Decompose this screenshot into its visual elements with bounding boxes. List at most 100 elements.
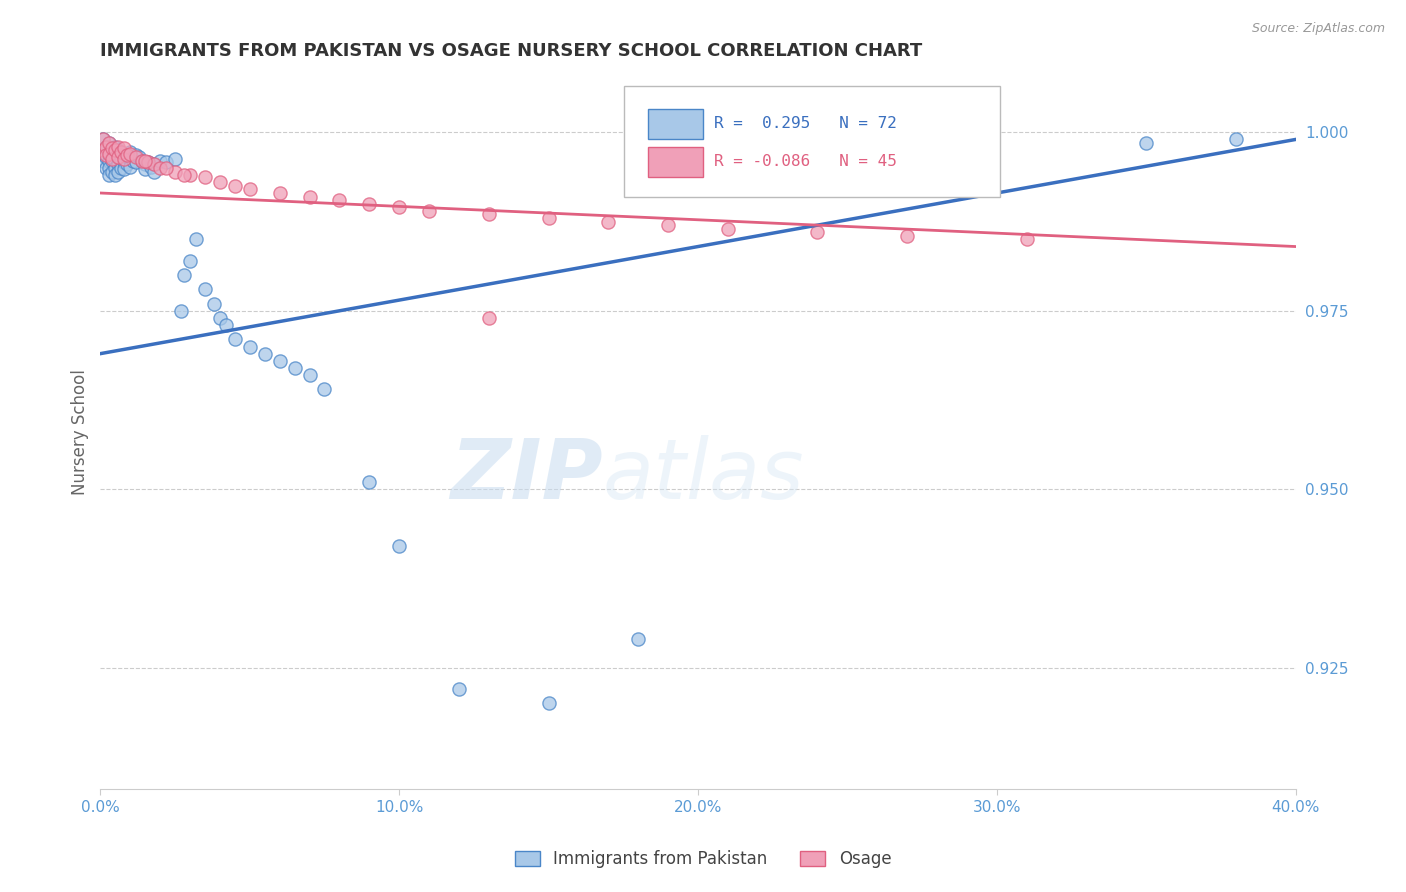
Point (208, 310, 231, 325)
Point (117, 157, 139, 171)
Point (131, 153, 153, 168)
Point (478, 310, 501, 325)
Point (239, 182, 262, 196)
Point (112, 162, 135, 177)
Point (91, 143, 114, 157)
Point (98, 136, 121, 150)
Point (91, 132, 114, 146)
Point (98, 146, 121, 161)
Point (101, 143, 124, 157)
Point (110, 153, 132, 168)
Legend: Immigrants from Pakistan, Osage: Immigrants from Pakistan, Osage (508, 844, 898, 875)
Point (98, 168, 121, 182)
Point (537, 697, 560, 711)
Point (194, 282, 217, 296)
Point (101, 150, 124, 164)
Point (136, 155, 159, 169)
Point (98, 153, 121, 168)
Point (96, 139, 118, 153)
Point (110, 146, 132, 161)
FancyBboxPatch shape (648, 109, 703, 139)
Point (125, 150, 148, 164)
Point (141, 160, 163, 174)
Point (253, 346, 276, 360)
Point (98, 136, 121, 150)
Point (134, 162, 156, 177)
Point (155, 161, 177, 175)
Point (120, 153, 142, 167)
Point (896, 228, 918, 243)
Point (173, 168, 195, 182)
Point (224, 332, 246, 346)
Point (173, 268, 195, 282)
Point (104, 139, 127, 153)
Point (112, 153, 135, 167)
Point (143, 157, 166, 171)
Point (107, 139, 129, 153)
Point (107, 150, 129, 164)
Point (101, 153, 124, 168)
Text: R =  0.295   N = 72: R = 0.295 N = 72 (713, 116, 897, 131)
Point (96, 148, 118, 162)
FancyBboxPatch shape (624, 86, 1001, 196)
Point (155, 155, 177, 169)
Point (418, 203, 440, 218)
Point (104, 168, 127, 182)
Point (359, 475, 381, 490)
Point (208, 175, 231, 189)
Point (91, 153, 114, 168)
Point (1225, 132, 1247, 146)
Point (96, 139, 118, 153)
Point (107, 150, 129, 164)
Point (134, 153, 156, 168)
Text: ZIP: ZIP (450, 434, 602, 516)
Point (101, 141, 124, 155)
Point (107, 157, 129, 171)
Point (120, 160, 142, 174)
Point (128, 150, 150, 164)
Point (98, 146, 121, 161)
Y-axis label: Nursery School: Nursery School (72, 369, 89, 495)
Point (120, 146, 142, 161)
Point (91, 146, 114, 161)
Point (202, 296, 225, 310)
Point (269, 353, 291, 368)
Point (284, 360, 307, 375)
Point (107, 143, 129, 157)
Point (112, 155, 135, 169)
Point (598, 214, 620, 228)
Point (125, 155, 148, 169)
Point (110, 145, 132, 160)
Point (179, 253, 201, 268)
Point (657, 218, 679, 232)
Point (101, 164, 124, 178)
Point (117, 148, 139, 162)
Point (104, 153, 127, 168)
Point (194, 169, 217, 184)
Point (806, 225, 828, 239)
Point (112, 148, 135, 162)
Point (104, 143, 127, 157)
FancyBboxPatch shape (648, 146, 703, 177)
Point (1015, 232, 1038, 246)
Point (101, 153, 124, 167)
Point (269, 186, 291, 200)
Point (478, 207, 501, 221)
Point (107, 164, 129, 178)
Point (179, 168, 201, 182)
Point (96, 143, 118, 157)
Point (149, 153, 172, 168)
Point (91, 132, 114, 146)
Point (239, 339, 262, 353)
Point (359, 196, 381, 211)
Point (184, 232, 207, 246)
Point (298, 368, 321, 382)
Point (104, 161, 127, 175)
Point (314, 382, 336, 396)
Point (388, 200, 411, 214)
Point (627, 632, 650, 647)
Point (165, 164, 187, 178)
Point (120, 145, 142, 160)
Point (1135, 136, 1157, 150)
Point (98, 161, 121, 175)
